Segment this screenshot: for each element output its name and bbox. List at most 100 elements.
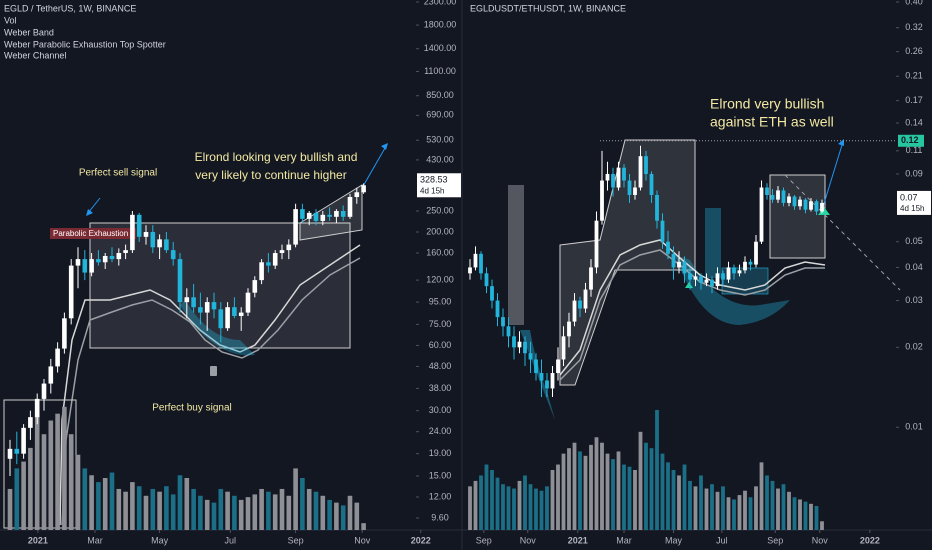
weber-band [61,257,361,526]
volume-bar [14,468,20,530]
candle-body [770,194,775,200]
candle-body [96,259,101,263]
y-tick-label: 19.00 [429,448,452,458]
candle-body [327,214,332,217]
candle-body [7,448,13,459]
volume-bar [136,486,142,530]
y-tick-label: 0.11 [906,145,923,155]
candle-body [55,348,60,367]
volume-bar [501,484,505,530]
candle-body [232,307,237,316]
candle-body [605,173,610,181]
countdown-label: 4d 15h [420,186,444,195]
volume-bar [238,499,244,530]
volume-bar [655,410,659,530]
indicator-name: Weber Parabolic Exhaustion Top Spotter [4,39,166,49]
last-price-box [417,173,461,198]
arrow [87,197,101,214]
candle-body [622,167,626,181]
annotation: Parabolic Exhaustion [53,229,128,238]
volume-bar [75,454,81,530]
indicator-name: Weber Channel [4,50,66,60]
candle-body [627,180,632,195]
volume-bar [116,488,122,530]
volume-bar [300,478,305,530]
volume-bar [792,497,797,530]
weber-channel [705,208,721,278]
candle-body [671,253,676,268]
volume-bar [82,468,88,530]
candle-body [787,196,791,203]
volume-bar [361,523,366,530]
volume-bar [7,488,13,530]
candle-body [279,250,285,254]
volume-bar [313,491,319,530]
volume-bar [677,475,681,530]
volume-bar [556,464,560,530]
annotation: Perfect buy signal [152,403,232,414]
annotation: Perfect sell signal [79,168,157,179]
annotation: Elrond looking very bullish and [195,150,358,164]
candle-body [748,261,753,265]
volume-bar [583,455,588,530]
y-tick-label: 430.00 [426,154,454,164]
candle-body [765,187,769,195]
candle-body [616,167,621,188]
volume-bar [567,448,571,530]
candle-body [660,220,665,242]
candle-body [726,267,731,280]
candle-body [638,156,643,188]
volume-bar [759,462,764,530]
y-tick-label: 1100.00 [424,66,456,76]
x-tick-label: May [151,535,169,545]
volume-bar [320,495,326,530]
candle-body [600,180,604,221]
volume-bar [157,491,162,530]
y-tick-label: 12.00 [429,491,452,501]
candle-body [732,267,736,274]
volume-bar [218,488,224,530]
volume-bar [638,431,643,530]
candle-body [561,336,566,360]
candle-body [611,173,615,188]
volume-bar [616,451,621,530]
volume-bar [611,459,615,530]
volume-bar [561,453,566,530]
candle-body [649,173,654,195]
x-tick-label: Sep [476,535,492,545]
candle-body [682,261,687,274]
volume-bar [266,491,271,530]
x-tick-label: Jul [716,535,728,545]
candle-body [539,373,544,381]
weber-channel [508,185,524,325]
volume-bar [347,495,353,530]
candle-body [693,276,698,280]
candle-body [340,210,346,217]
volume-bar [490,470,494,530]
x-tick-label: 2022 [411,535,431,545]
y-tick-label: 690.00 [426,110,454,120]
candle-body [245,292,251,313]
volume-bar [517,480,522,530]
volume-bar [184,478,190,530]
candle-body [644,156,648,174]
y-tick-label: 9.60 [431,512,449,522]
volume-bar [545,486,549,530]
y-tick-label: 24.00 [429,426,452,436]
y-tick-label: 0.03 [905,295,923,305]
candle-body [754,241,758,265]
candle-body [468,267,472,274]
volume-bar [721,486,725,530]
volume-bar [666,462,670,530]
volume-bar [68,434,74,530]
candle-body [272,253,278,266]
candle-body [218,309,224,329]
candle-body [633,187,637,195]
volume-bar [479,475,483,530]
candle-body [157,239,162,248]
candle-body [191,297,196,308]
volume-bar [130,482,135,530]
candle-body [501,317,505,327]
y-tick-label: 0.09 [905,168,923,178]
y-tick-label: 0.32 [905,22,923,32]
